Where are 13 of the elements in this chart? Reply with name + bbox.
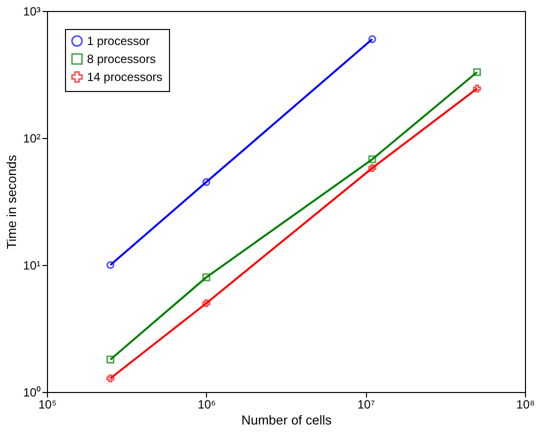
x-tick-label: 10⁵: [38, 398, 57, 412]
x-axis-title: Number of cells: [241, 412, 332, 428]
y-axis-title: Time in seconds: [4, 154, 20, 250]
x-tick-label: 10⁸: [516, 398, 535, 412]
legend-label: 8 processors: [87, 52, 156, 66]
legend-label: 1 processor: [87, 34, 150, 48]
x-tick-label: 10⁶: [198, 398, 216, 412]
legend-label: 14 processors: [87, 70, 162, 84]
y-tick-label: 10³: [23, 4, 41, 18]
y-tick-label: 10⁰: [23, 386, 40, 400]
x-tick-label: 10⁷: [357, 398, 376, 412]
y-tick-label: 10²: [23, 132, 41, 146]
y-tick-label: 10¹: [23, 258, 41, 272]
